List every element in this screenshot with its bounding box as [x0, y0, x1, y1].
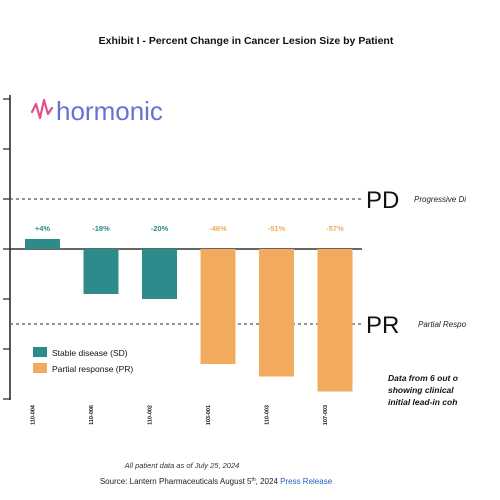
bar-110-004: [25, 239, 60, 249]
data-label-110-006: -18%: [92, 224, 110, 233]
data-label-107-003: -57%: [326, 224, 344, 233]
chart-title: Exhibit I - Percent Change in Cancer Les…: [99, 35, 394, 47]
bar-110-002: [142, 249, 177, 299]
x-tick-110-002: 110-002: [148, 405, 154, 425]
note-line-0: Data from 6 out o: [388, 373, 458, 383]
logo-text: hormonic: [56, 96, 163, 126]
data-date-footnote: All patient data as of July 25, 2024: [124, 461, 240, 470]
x-tick-107-003: 107-003: [323, 405, 329, 425]
source-text: Source: Lantern Pharmaceuticals August 5: [100, 477, 252, 486]
note-line-1: showing clinical: [388, 385, 454, 395]
data-labels: +4% -18% -20% -46% -51% -57%: [35, 224, 344, 233]
bar-107-003: [317, 249, 353, 392]
ref-label-pr: PR: [366, 312, 399, 339]
logo: hormonic: [30, 96, 163, 126]
bar-103-001: [200, 249, 236, 364]
legend-swatch-pr: [33, 363, 47, 373]
ref-desc-pd: Progressive Di: [414, 195, 466, 204]
data-label-110-003: -51%: [268, 224, 286, 233]
x-tick-labels: 110-004 110-006 110-002 103-001 110-003 107-0…: [31, 404, 330, 425]
ref-desc-pr: Partial Respo: [418, 320, 467, 329]
press-release-link[interactable]: Press Release: [280, 477, 333, 486]
legend: Stable disease (SD) Partial response (PR): [33, 347, 133, 374]
legend-label-sd: Stable disease (SD): [52, 348, 128, 358]
source-sup: th: [251, 477, 255, 483]
x-tick-110-004: 110-004: [31, 404, 37, 425]
data-label-110-002: -20%: [151, 224, 169, 233]
reference-lines: PD Progressive Di PR Partial Respo: [10, 187, 467, 339]
side-note: Data from 6 out o showing clinical initial…: [388, 373, 458, 407]
bars: [25, 239, 353, 392]
data-label-110-004: +4%: [35, 224, 51, 233]
ref-label-pd: PD: [366, 187, 399, 214]
source-tail: , 2024: [256, 477, 280, 486]
data-label-103-001: -46%: [209, 224, 227, 233]
x-tick-103-001: 103-001: [206, 405, 212, 425]
x-tick-110-006: 110-006: [89, 405, 95, 425]
source-line: Source: Lantern Pharmaceuticals August 5…: [100, 477, 333, 486]
legend-swatch-sd: [33, 347, 47, 357]
legend-label-pr: Partial response (PR): [52, 364, 133, 374]
x-tick-110-003: 110-003: [265, 405, 271, 425]
y-axis-ticks: [3, 98, 10, 400]
bar-110-003: [259, 249, 294, 377]
logo-wave-icon: [30, 98, 54, 120]
note-line-2: initial lead-in coh: [388, 397, 457, 407]
bar-110-006: [83, 249, 119, 294]
